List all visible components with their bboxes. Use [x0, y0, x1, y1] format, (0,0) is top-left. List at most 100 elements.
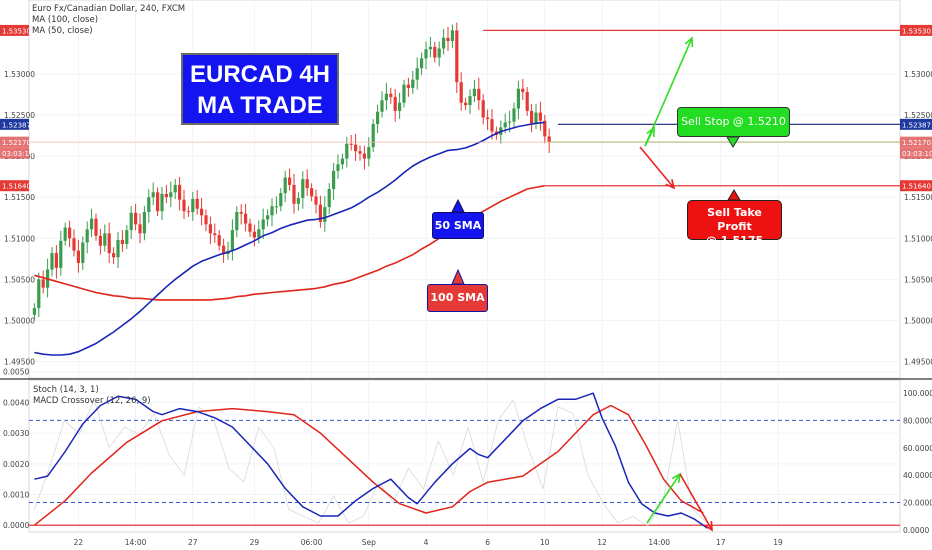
candle-body — [468, 96, 472, 106]
candle — [323, 196, 327, 232]
candle — [235, 206, 239, 237]
candle-body — [90, 218, 94, 230]
right-price-tag-text: 1.53530 — [902, 27, 931, 35]
candle-body — [516, 88, 520, 109]
candle — [477, 77, 481, 111]
candle-body — [446, 37, 450, 42]
right-price-tag-text: 1.52387 — [902, 121, 931, 129]
candle — [521, 78, 525, 100]
candle — [112, 247, 116, 265]
candle-body — [81, 242, 85, 263]
candle — [195, 189, 199, 215]
sma50-pointer — [451, 198, 465, 213]
candle-body — [389, 93, 393, 97]
candle — [543, 114, 547, 144]
candle-body — [156, 192, 160, 212]
candle — [367, 137, 371, 167]
candle-body — [112, 253, 116, 258]
candle — [107, 222, 111, 263]
sub-right-tick-label: 40.0000 — [903, 471, 932, 480]
candle-body — [332, 170, 336, 189]
candle-body — [85, 229, 89, 243]
candle-body — [323, 207, 327, 222]
candle — [178, 177, 182, 211]
candle — [442, 28, 446, 55]
left-price-tag-bg — [0, 147, 29, 159]
candle — [68, 220, 72, 248]
candle — [516, 80, 520, 120]
candle-body — [252, 231, 256, 238]
left-price-tag-text: 1.52387 — [2, 121, 31, 129]
small-up-arrow — [644, 126, 655, 147]
sma50-label-text: 50 SMA — [434, 219, 482, 232]
candle — [411, 70, 415, 94]
candle — [173, 178, 177, 200]
sub-down-arrow — [679, 473, 713, 532]
right-y-tick-label: 1.52500 — [904, 111, 932, 120]
candle-body — [147, 197, 151, 213]
candle-body — [362, 153, 366, 159]
candle-body — [76, 250, 80, 263]
candle — [332, 163, 336, 200]
candle — [85, 221, 89, 254]
candle — [406, 77, 410, 97]
right-y-tick-label: 1.53000 — [904, 70, 932, 79]
right-price-tag-text: 1.51640 — [902, 183, 931, 191]
sub-down-arrow-head — [704, 520, 713, 532]
candle — [98, 228, 102, 255]
left-price-tag-text: 03:03:10 — [2, 150, 33, 158]
candle-body — [512, 108, 516, 122]
candle-body — [305, 179, 309, 189]
candle — [270, 198, 274, 227]
candle-body — [415, 68, 419, 80]
candle-body — [120, 239, 124, 245]
candle-body — [376, 111, 380, 125]
left-price-tag: 1.52170 — [0, 136, 31, 148]
candle-body — [393, 96, 397, 111]
right-y-tick-label: 1.50000 — [904, 316, 932, 325]
sub-right-tick-label: 80.0000 — [903, 416, 932, 425]
x-tick-label: 17 — [716, 538, 726, 547]
right-price-tag-text: 03:03:10 — [902, 150, 932, 158]
candle — [279, 188, 283, 212]
candle-body — [270, 206, 274, 216]
candle — [208, 216, 212, 245]
candle — [103, 224, 107, 252]
candle — [354, 133, 358, 162]
candle — [125, 225, 129, 249]
candle-body — [200, 208, 204, 216]
small-up-arrow-head — [646, 126, 655, 138]
candle — [459, 72, 463, 111]
candle-body — [450, 30, 454, 42]
sub-right-tick-label: 60.0000 — [903, 444, 932, 453]
candle-body — [178, 184, 182, 200]
candle — [314, 189, 318, 214]
candle-body — [442, 37, 446, 49]
candle — [292, 174, 296, 214]
x-tick-label: 10 — [540, 538, 550, 547]
legend-title: Euro Fx/Canadian Dollar, 240, FXCM — [32, 4, 186, 14]
candle — [472, 79, 476, 103]
candle — [468, 89, 472, 115]
candle-body — [437, 48, 441, 58]
candle — [41, 270, 45, 294]
candle-body — [503, 122, 507, 128]
left-price-tag: 03:03:10 — [0, 147, 33, 159]
candle — [239, 204, 243, 225]
left-price-tag: 1.53530 — [0, 24, 31, 36]
candle — [534, 103, 538, 130]
candle-body — [103, 233, 107, 246]
legend-stoch: Stoch (14, 3, 1) — [33, 385, 99, 395]
candle — [182, 189, 186, 220]
candle-body — [151, 192, 155, 198]
candle-body — [239, 212, 243, 214]
sub-left-tick-label: 0.0010 — [3, 491, 29, 500]
x-tick-label: 14:00 — [648, 538, 670, 547]
right-price-tag: 1.53530 — [900, 24, 932, 36]
candle — [530, 104, 534, 133]
candle-body — [72, 238, 76, 251]
sub-down-arrow-shaft — [679, 473, 713, 531]
candle — [420, 52, 424, 76]
candle — [345, 136, 349, 168]
x-tick-label: 27 — [188, 538, 198, 547]
